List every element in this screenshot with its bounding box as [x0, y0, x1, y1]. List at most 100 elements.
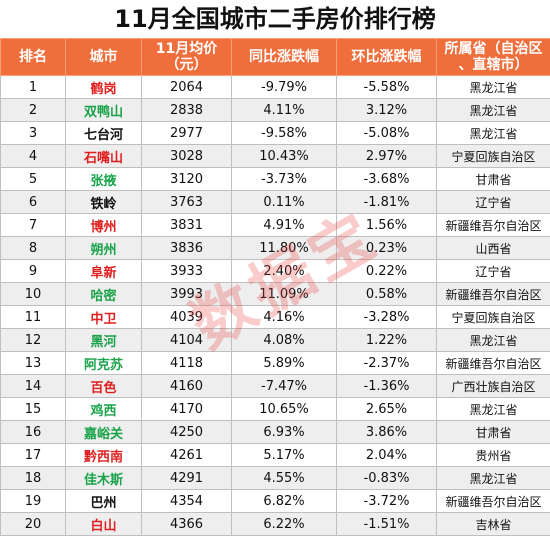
rank-cell: 7 — [1, 214, 66, 237]
city-cell: 阜新 — [66, 260, 142, 283]
yoy-cell: -3.73% — [232, 168, 337, 191]
rank-cell: 19 — [1, 490, 66, 513]
price-cell: 3028 — [142, 145, 232, 168]
header-rank: 排名 — [1, 39, 66, 76]
province-cell: 黑龙江省 — [437, 467, 550, 490]
city-cell: 中卫 — [66, 306, 142, 329]
city-cell: 博州 — [66, 214, 142, 237]
mom-cell: 0.58% — [337, 283, 437, 306]
rank-cell: 11 — [1, 306, 66, 329]
yoy-cell: 2.40% — [232, 260, 337, 283]
yoy-cell: 10.43% — [232, 145, 337, 168]
price-cell: 3763 — [142, 191, 232, 214]
yoy-cell: 6.93% — [232, 421, 337, 444]
city-cell: 阿克苏 — [66, 352, 142, 375]
mom-cell: -1.81% — [337, 191, 437, 214]
mom-cell: 1.56% — [337, 214, 437, 237]
price-ranking-table: 排名 城市 11月均价（元） 同比涨跌幅 环比涨跌幅 所属省（自治区、直辖市） … — [0, 38, 550, 536]
price-cell: 4366 — [142, 513, 232, 536]
price-cell: 3120 — [142, 168, 232, 191]
city-cell: 七台河 — [66, 122, 142, 145]
mom-cell: 2.97% — [337, 145, 437, 168]
price-cell: 4291 — [142, 467, 232, 490]
rank-cell: 3 — [1, 122, 66, 145]
price-cell: 3831 — [142, 214, 232, 237]
rank-cell: 20 — [1, 513, 66, 536]
price-cell: 3933 — [142, 260, 232, 283]
price-cell: 4170 — [142, 398, 232, 421]
yoy-cell: 5.89% — [232, 352, 337, 375]
header-mom: 环比涨跌幅 — [337, 39, 437, 76]
mom-cell: -5.58% — [337, 76, 437, 99]
yoy-cell: -9.79% — [232, 76, 337, 99]
header-province-line1: 所属省（自治区 — [445, 41, 543, 57]
price-cell: 2064 — [142, 76, 232, 99]
mom-cell: 3.86% — [337, 421, 437, 444]
rank-cell: 12 — [1, 329, 66, 352]
rank-cell: 18 — [1, 467, 66, 490]
price-cell: 4250 — [142, 421, 232, 444]
yoy-cell: 4.16% — [232, 306, 337, 329]
province-cell: 甘肃省 — [437, 168, 550, 191]
price-cell: 2977 — [142, 122, 232, 145]
price-cell: 4118 — [142, 352, 232, 375]
yoy-cell: 6.82% — [232, 490, 337, 513]
header-price-line1: 11月均价 — [156, 41, 217, 57]
province-cell: 黑龙江省 — [437, 122, 550, 145]
city-cell: 白山 — [66, 513, 142, 536]
province-cell: 黑龙江省 — [437, 329, 550, 352]
rank-cell: 17 — [1, 444, 66, 467]
header-province-line2: 、直辖市） — [459, 57, 529, 73]
price-cell: 4104 — [142, 329, 232, 352]
mom-cell: -3.68% — [337, 168, 437, 191]
province-cell: 新疆维吾尔自治区 — [437, 214, 550, 237]
city-cell: 铁岭 — [66, 191, 142, 214]
rank-cell: 15 — [1, 398, 66, 421]
yoy-cell: 11.80% — [232, 237, 337, 260]
yoy-cell: 4.08% — [232, 329, 337, 352]
header-city: 城市 — [66, 39, 142, 76]
header-province: 所属省（自治区、直辖市） — [437, 39, 550, 76]
province-cell: 辽宁省 — [437, 260, 550, 283]
province-cell: 辽宁省 — [437, 191, 550, 214]
rank-cell: 9 — [1, 260, 66, 283]
rank-cell: 10 — [1, 283, 66, 306]
mom-cell: -2.37% — [337, 352, 437, 375]
yoy-cell: 4.11% — [232, 99, 337, 122]
price-cell: 4354 — [142, 490, 232, 513]
mom-cell: -5.08% — [337, 122, 437, 145]
province-cell: 新疆维吾尔自治区 — [437, 490, 550, 513]
rank-cell: 14 — [1, 375, 66, 398]
yoy-cell: -9.58% — [232, 122, 337, 145]
mom-cell: 2.65% — [337, 398, 437, 421]
mom-cell: 3.12% — [337, 99, 437, 122]
mom-cell: 1.22% — [337, 329, 437, 352]
header-price: 11月均价（元） — [142, 39, 232, 76]
yoy-cell: 11.09% — [232, 283, 337, 306]
yoy-cell: 5.17% — [232, 444, 337, 467]
city-cell: 黑河 — [66, 329, 142, 352]
header-yoy: 同比涨跌幅 — [232, 39, 337, 76]
province-cell: 甘肃省 — [437, 421, 550, 444]
city-cell: 朔州 — [66, 237, 142, 260]
price-cell: 4160 — [142, 375, 232, 398]
rank-cell: 16 — [1, 421, 66, 444]
city-cell: 鹤岗 — [66, 76, 142, 99]
price-cell: 4039 — [142, 306, 232, 329]
mom-cell: -3.72% — [337, 490, 437, 513]
yoy-cell: 6.22% — [232, 513, 337, 536]
province-cell: 宁夏回族自治区 — [437, 145, 550, 168]
price-cell: 3836 — [142, 237, 232, 260]
